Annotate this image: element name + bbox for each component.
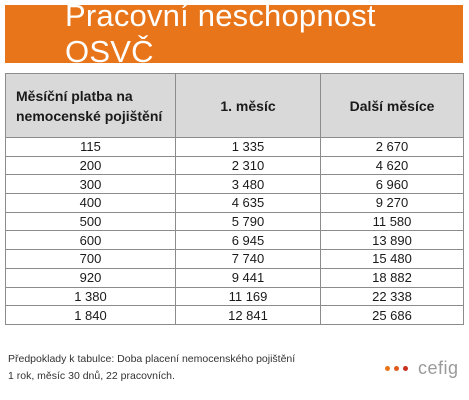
cell-next-months: 6 960 xyxy=(320,174,464,195)
table-row: 115 1 335 2 670 xyxy=(5,137,464,157)
table-row: 600 6 945 13 890 xyxy=(5,230,464,251)
logo-dots-icon xyxy=(385,366,412,371)
cell-monthly-payment: 400 xyxy=(5,193,176,213)
cell-next-months: 15 480 xyxy=(320,249,464,269)
table-row: 1 840 12 841 25 686 xyxy=(5,305,464,325)
table-row: 920 9 441 18 882 xyxy=(5,268,464,288)
cell-first-month: 2 310 xyxy=(175,156,321,176)
footnote: Předpoklady k tabulce: Doba placení nemo… xyxy=(8,351,368,385)
column-header-next-months: Další měsíce xyxy=(320,73,464,138)
cell-first-month: 1 335 xyxy=(175,137,321,157)
table-row: 400 4 635 9 270 xyxy=(5,193,464,213)
table-row: 1 380 11 169 22 338 xyxy=(5,287,464,307)
cell-monthly-payment: 200 xyxy=(5,156,176,176)
cell-monthly-payment: 300 xyxy=(5,174,176,195)
cell-first-month: 4 635 xyxy=(175,193,321,213)
cell-first-month: 3 480 xyxy=(175,174,321,195)
cell-next-months: 11 580 xyxy=(320,212,464,232)
cell-next-months: 2 670 xyxy=(320,137,464,157)
cell-monthly-payment: 920 xyxy=(5,268,176,288)
footnote-line: 1 rok, měsíc 30 dnů, 22 pracovních. xyxy=(8,370,175,382)
column-header-first-month: 1. měsíc xyxy=(175,73,321,138)
table-row: 700 7 740 15 480 xyxy=(5,249,464,269)
cell-first-month: 6 945 xyxy=(175,230,321,251)
logo-dot xyxy=(394,366,399,371)
cell-next-months: 13 890 xyxy=(320,230,464,251)
cell-first-month: 7 740 xyxy=(175,249,321,269)
data-table: Měsíční platba na nemocenské pojištění 1… xyxy=(5,73,464,325)
cell-monthly-payment: 115 xyxy=(5,137,176,157)
cell-monthly-payment: 1 380 xyxy=(5,287,176,307)
cell-monthly-payment: 700 xyxy=(5,249,176,269)
logo-dot xyxy=(403,366,408,371)
cell-first-month: 5 790 xyxy=(175,212,321,232)
cell-first-month: 11 169 xyxy=(175,287,321,307)
cell-monthly-payment: 1 840 xyxy=(5,305,176,325)
cell-next-months: 9 270 xyxy=(320,193,464,213)
cell-next-months: 18 882 xyxy=(320,268,464,288)
cell-monthly-payment: 600 xyxy=(5,230,176,251)
cefig-logo: cefig xyxy=(385,358,459,379)
cell-next-months: 22 338 xyxy=(320,287,464,307)
table-row: 200 2 310 4 620 xyxy=(5,156,464,176)
cell-next-months: 25 686 xyxy=(320,305,464,325)
table-row: 300 3 480 6 960 xyxy=(5,174,464,195)
footnote-line: Předpoklady k tabulce: Doba placení nemo… xyxy=(8,353,296,365)
logo-dot xyxy=(385,366,390,371)
cell-next-months: 4 620 xyxy=(320,156,464,176)
table-row: 500 5 790 11 580 xyxy=(5,212,464,232)
table-header-row: Měsíční platba na nemocenské pojištění 1… xyxy=(5,73,464,138)
logo-wordmark: cefig xyxy=(418,358,459,378)
column-header-monthly-payment: Měsíční platba na nemocenské pojištění xyxy=(5,73,176,138)
cell-first-month: 12 841 xyxy=(175,305,321,325)
cell-monthly-payment: 500 xyxy=(5,212,176,232)
title-banner: Pracovní neschopnost OSVČ xyxy=(5,0,463,69)
page-title: Pracovní neschopnost OSVČ xyxy=(65,0,376,69)
cell-first-month: 9 441 xyxy=(175,268,321,288)
